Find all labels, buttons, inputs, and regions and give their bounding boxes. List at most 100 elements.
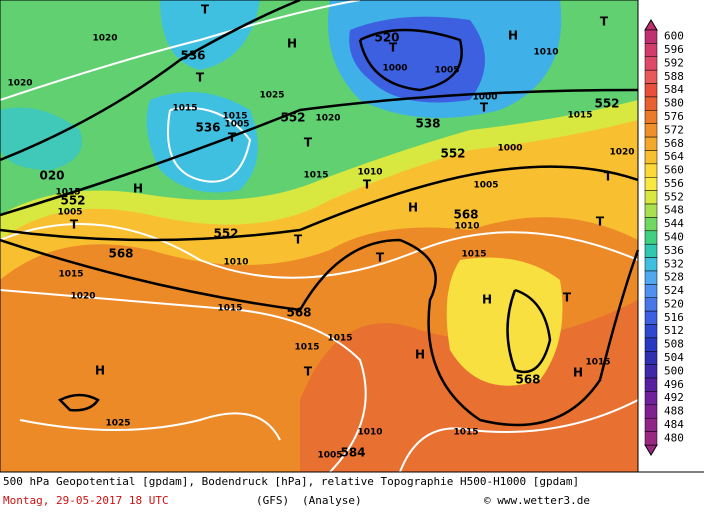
map-label: 1010 xyxy=(357,168,382,178)
map-label: 1020 xyxy=(7,79,32,89)
map-label: 568 xyxy=(515,373,540,387)
colorbar-label: 484 xyxy=(664,418,684,431)
map-label: H xyxy=(415,348,425,362)
map-label: T xyxy=(563,291,572,305)
colorbar-label: 536 xyxy=(664,244,684,257)
colorbar-label: 520 xyxy=(664,297,684,310)
colorbar-swatch xyxy=(644,190,658,205)
map-label: 1020 xyxy=(315,114,340,124)
colorbar-label: 548 xyxy=(664,204,684,217)
colorbar-swatch xyxy=(644,43,658,58)
map-label: H xyxy=(482,293,492,307)
map-label: 1015 xyxy=(303,171,328,181)
map-label: 1025 xyxy=(259,91,284,101)
map-label: T xyxy=(304,365,313,379)
caption-date: Montag, 29-05-2017 18 UTC xyxy=(3,494,169,507)
map-label: 1015 xyxy=(327,334,352,344)
colorbar-swatch xyxy=(644,163,658,178)
colorbar-label: 512 xyxy=(664,324,684,337)
map-label: T xyxy=(228,131,237,145)
colorbar-swatch xyxy=(644,364,658,379)
colorbar-swatch xyxy=(644,270,658,285)
caption-line: 500 hPa Geopotential [gpdam], Bodendruck… xyxy=(3,475,579,488)
map-label: 536 xyxy=(180,49,205,63)
colorbar-arrow-bottom xyxy=(644,444,658,456)
colorbar-label: 480 xyxy=(664,431,684,444)
map-label: 1020 xyxy=(92,34,117,44)
map-label: 584 xyxy=(340,446,365,460)
isobar xyxy=(0,289,367,473)
colorbar-label: 592 xyxy=(664,56,684,69)
map-label: H xyxy=(573,366,583,380)
map-label: 1000 xyxy=(472,93,497,103)
colorbar-swatch xyxy=(644,29,658,44)
map-label: T xyxy=(363,178,372,192)
colorbar-label: 540 xyxy=(664,231,684,244)
colorbar-label: 500 xyxy=(664,364,684,377)
colorbar-label: 556 xyxy=(664,177,684,190)
colorbar-label: 492 xyxy=(664,391,684,404)
map-labels: T 1020 536 H T 1025 1020 1015 1015 1005 536 T 552 102… xyxy=(7,3,634,461)
colorbar-label: 584 xyxy=(664,83,684,96)
map-label: 1015 xyxy=(58,270,83,280)
colorbar-label: 532 xyxy=(664,257,684,270)
colorbar-swatch xyxy=(644,230,658,245)
map-label: 1000 xyxy=(497,144,522,154)
colorbar-label: 572 xyxy=(664,123,684,136)
colorbar-swatch xyxy=(644,123,658,138)
map-label: 552 xyxy=(280,111,305,125)
colorbar-label: 524 xyxy=(664,284,684,297)
colorbar-swatch xyxy=(644,297,658,312)
map-label: 1015 xyxy=(453,428,478,438)
map-label: H xyxy=(287,37,297,51)
caption-credit: © www.wetter3.de xyxy=(484,494,590,507)
map-label: 520 xyxy=(374,31,399,45)
map-label: 552 xyxy=(440,147,465,161)
colorbar-swatch xyxy=(644,310,658,325)
map-label: 1015 xyxy=(294,343,319,353)
map-label: T xyxy=(201,3,210,17)
map-label: 568 xyxy=(286,306,311,320)
isobar xyxy=(399,399,639,473)
colorbar-swatch xyxy=(644,136,658,151)
map-label: 1025 xyxy=(105,419,130,429)
map-label: 1005 xyxy=(434,66,459,76)
colorbar-label: 488 xyxy=(664,405,684,418)
map-label: 536 xyxy=(195,121,220,135)
map-label: T xyxy=(294,233,303,247)
contour xyxy=(0,165,639,242)
field-cyan-1 xyxy=(0,107,82,170)
map-label: T xyxy=(304,136,313,150)
map-label: T xyxy=(389,41,398,55)
map-label: 552 xyxy=(594,97,619,111)
map-label: 552 xyxy=(60,194,85,208)
contour xyxy=(506,288,552,374)
map-label: T xyxy=(596,215,605,229)
colorbar-swatch xyxy=(644,243,658,258)
map-label: 1005 xyxy=(473,181,498,191)
isobar xyxy=(19,412,281,441)
map-label: 1010 xyxy=(223,258,248,268)
colorbar-label: 508 xyxy=(664,338,684,351)
colorbar-swatch xyxy=(644,284,658,298)
colorbar-label: 580 xyxy=(664,97,684,110)
colorbar-swatch xyxy=(644,56,658,71)
field-cyan-3 xyxy=(160,0,260,70)
colorbar-swatch xyxy=(644,217,658,232)
map-field xyxy=(0,0,638,472)
map-label: 1015 xyxy=(585,358,610,368)
colorbar-swatch xyxy=(644,177,658,191)
map-label: T xyxy=(196,71,205,85)
colorbar-label: 576 xyxy=(664,110,684,123)
map-label: T xyxy=(480,101,489,115)
caption-model: (GFS) xyxy=(256,494,289,507)
map-label: 1015 xyxy=(222,112,247,122)
colorbar-swatch xyxy=(644,110,658,124)
colorbar-swatch xyxy=(644,83,658,98)
contour xyxy=(0,88,639,217)
map-label: 568 xyxy=(108,247,133,261)
colorbar-swatch xyxy=(644,431,658,446)
colorbar-label: 544 xyxy=(664,217,684,230)
colorbar-label: 496 xyxy=(664,378,684,391)
field-yellow-2 xyxy=(446,257,563,386)
